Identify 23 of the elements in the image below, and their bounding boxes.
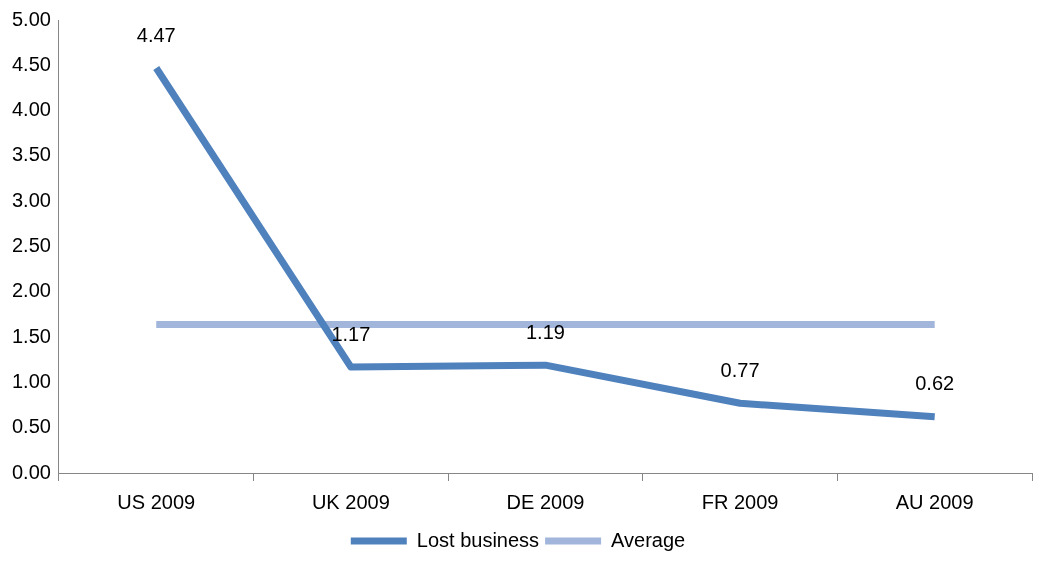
legend-label: Lost business [416,528,540,551]
y-tick-label: 0.00 [11,460,51,483]
legend-label: Average [611,528,686,551]
x-tick-label: DE 2009 [506,490,585,513]
y-tick-label: 3.50 [11,143,51,166]
y-tick-label: 5.00 [11,7,51,30]
x-tick-label: AU 2009 [895,490,974,513]
y-tick-label: 4.50 [11,52,51,75]
y-tick-label: 2.50 [11,234,51,257]
x-tick-label: FR 2009 [701,490,779,513]
data-label: 4.47 [136,23,176,46]
data-label: 0.77 [720,358,760,381]
y-tick-label: 0.50 [11,415,51,438]
data-label: 1.19 [525,320,565,343]
data-label: 0.62 [915,372,955,395]
y-tick-label: 2.00 [11,279,51,302]
data-label: 1.17 [331,322,371,345]
x-tick-label: UK 2009 [311,490,390,513]
y-tick-label: 4.00 [11,98,51,121]
y-tick-label: 3.00 [11,188,51,211]
y-tick-label: 1.00 [11,369,51,392]
y-tick-label: 1.50 [11,324,51,347]
x-tick-label: US 2009 [117,490,196,513]
